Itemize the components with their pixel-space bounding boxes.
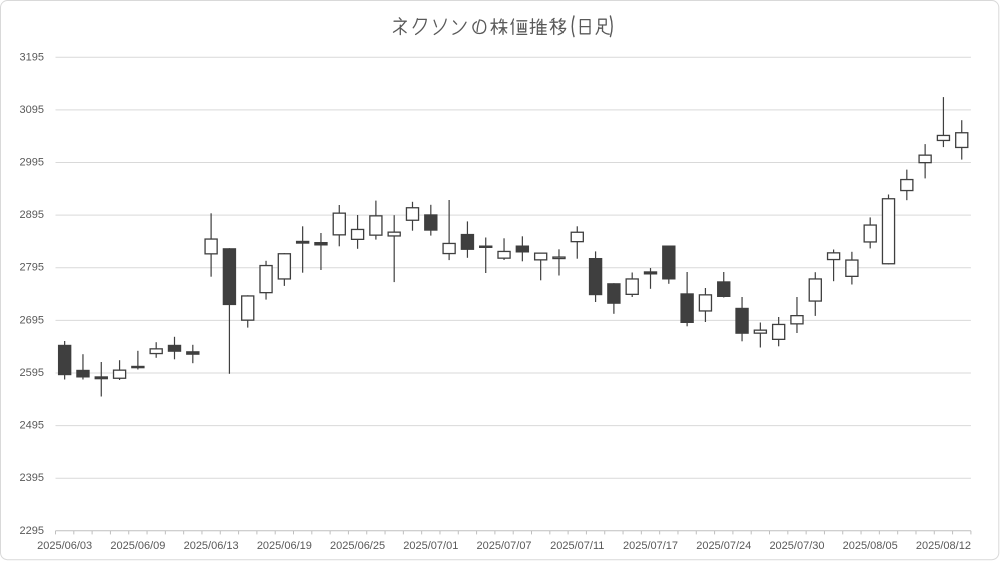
svg-text:2695: 2695 [20, 314, 44, 326]
svg-text:2025/07/24: 2025/07/24 [696, 540, 751, 552]
svg-text:2025/06/13: 2025/06/13 [184, 540, 239, 552]
svg-text:2025/06/25: 2025/06/25 [330, 540, 385, 552]
svg-text:2025/07/30: 2025/07/30 [769, 540, 824, 552]
svg-text:2025/07/11: 2025/07/11 [550, 540, 604, 552]
svg-text:2025/08/12: 2025/08/12 [916, 540, 971, 552]
svg-text:2025/07/17: 2025/07/17 [623, 540, 678, 552]
svg-text:2025/07/01: 2025/07/01 [403, 540, 458, 552]
svg-text:2025/07/07: 2025/07/07 [477, 540, 532, 552]
svg-text:2025/08/05: 2025/08/05 [843, 540, 898, 552]
svg-text:2395: 2395 [20, 472, 44, 484]
svg-text:2495: 2495 [20, 420, 44, 432]
svg-text:2025/06/09: 2025/06/09 [110, 540, 165, 552]
svg-text:2795: 2795 [20, 262, 44, 274]
svg-text:2295: 2295 [20, 525, 44, 537]
svg-text:3095: 3095 [20, 104, 44, 116]
svg-text:3195: 3195 [20, 51, 44, 63]
svg-text:2025/06/19: 2025/06/19 [257, 540, 312, 552]
svg-text:2595: 2595 [20, 367, 44, 379]
svg-text:2995: 2995 [20, 156, 44, 168]
svg-text:2895: 2895 [20, 209, 44, 221]
svg-text:2025/06/03: 2025/06/03 [37, 540, 92, 552]
